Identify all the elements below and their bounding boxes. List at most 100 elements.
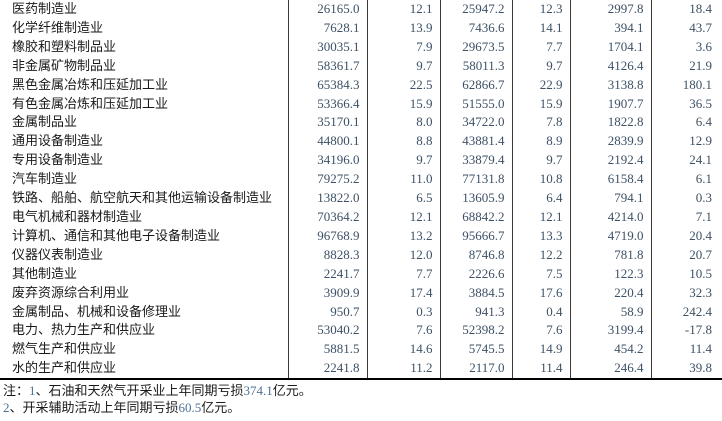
value-cell: 1907.7 — [570, 94, 652, 114]
industry-name-cell: 铁路、船舶、航空航天和其他运输设备制造业 — [0, 189, 289, 208]
value-cell: 8.0 — [367, 113, 441, 133]
note-text: 注： — [3, 383, 30, 399]
industry-name-cell: 金属制品、机械和设备修理业 — [0, 302, 289, 322]
value-cell: 6158.4 — [570, 170, 652, 190]
value-cell: 7.9 — [367, 37, 441, 57]
value-cell: 3909.9 — [288, 283, 368, 303]
value-cell: 10.5 — [689, 265, 712, 281]
value-cell: 17.4 — [367, 283, 441, 303]
industry-name-cell: 计算机、通信和其他电子设备制造业 — [0, 226, 289, 246]
value-cell: 0.3 — [367, 302, 441, 322]
table-row: 废弃资源综合利用业 3909.9 17.4 3884.5 17.6 220.4 32.3 — [0, 283, 722, 303]
value-cell: 68842.2 — [440, 207, 513, 227]
table-row: 通用设备制造业 44800.1 8.8 43881.4 8.9 2839.9 12.9 — [0, 132, 722, 152]
table-row: 专用设备制造业 34196.0 9.7 33879.4 9.7 2192.4 24.1 — [0, 151, 722, 171]
industry-name-cell: 通用设备制造业 — [0, 132, 289, 152]
value-cell: 5881.5 — [288, 340, 368, 360]
value-cell: 77131.8 — [440, 170, 513, 190]
industry-name-cell: 电气机械和器材制造业 — [0, 207, 289, 227]
value-cell: 2997.8 — [570, 0, 652, 19]
table-row: 仪器仪表制造业 8828.3 12.0 8746.8 12.2 781.8 20.7 — [0, 245, 722, 265]
value-cell: 52398.2 — [440, 321, 513, 341]
value-cell: 95666.7 — [440, 226, 513, 246]
industry-name-cell: 非金属矿物制品业 — [0, 56, 289, 76]
table-row: 化学纤维制造业 7628.1 13.9 7436.6 14.1 394.1 43.7 — [0, 18, 722, 38]
value-cell: 14.9 — [512, 340, 571, 360]
value-cell: 794.1 — [570, 189, 652, 208]
value-cell: 12.1 — [367, 0, 441, 19]
value-cell: 8828.3 — [288, 245, 368, 265]
value-cell: 17.6 — [512, 283, 571, 303]
value-cell: 3.6 — [695, 38, 712, 54]
value-cell: 394.1 — [570, 18, 652, 38]
value-cell: 9.7 — [367, 151, 441, 171]
value-cell: 25947.2 — [440, 0, 513, 19]
value-cell: 11.0 — [367, 170, 441, 190]
value-cell: 242.4 — [682, 303, 712, 319]
industry-name-cell: 汽车制造业 — [0, 170, 289, 190]
note-text: 、开采辅助活动上年同期亏损 — [9, 400, 179, 416]
industry-name-cell: 金属制品业 — [0, 113, 289, 133]
table-row: 电力、热力生产和供应业 53040.2 7.6 52398.2 7.6 3199.4 -17… — [0, 321, 722, 341]
value-cell: 58361.7 — [288, 56, 368, 76]
value-cell: 20.7 — [689, 246, 712, 262]
value-cell: 34722.0 — [440, 113, 513, 133]
note-line: 2、开采辅助活动上年同期亏损60.5亿元。 — [3, 399, 722, 416]
industry-name-cell: 其他制造业 — [0, 264, 289, 284]
value-cell: 11.2 — [367, 359, 441, 380]
value-cell: 1704.1 — [570, 37, 652, 57]
value-cell: 220.4 — [570, 283, 652, 303]
note-number: 2 — [3, 400, 10, 416]
value-cell: 12.0 — [367, 245, 441, 265]
table-row: 非金属矿物制品业 58361.7 9.7 58011.3 9.7 4126.4 21.9 — [0, 56, 722, 76]
value-cell: 7.1 — [695, 208, 712, 224]
value-cell: 79275.2 — [288, 170, 368, 190]
value-cell: 53366.4 — [288, 94, 368, 114]
note-number: 1 — [29, 383, 36, 399]
value-cell: 2226.6 — [440, 264, 513, 284]
value-cell: 44800.1 — [288, 132, 368, 152]
industry-table: 医药制造业 26165.0 12.1 25947.2 12.3 2997.8 18.4 化学纤… — [0, 0, 722, 381]
value-cell: 7.8 — [512, 113, 571, 133]
value-cell: 53040.2 — [288, 321, 368, 341]
value-cell: 13605.9 — [440, 189, 513, 208]
value-cell: 2192.4 — [570, 151, 652, 171]
value-cell: 6.4 — [695, 114, 712, 130]
value-cell: 781.8 — [570, 245, 652, 265]
value-cell: 122.3 — [570, 264, 652, 284]
value-cell: 12.2 — [512, 245, 571, 265]
value-cell: 12.1 — [512, 207, 571, 227]
value-cell: 4126.4 — [570, 56, 652, 76]
value-cell: 32.3 — [689, 284, 712, 300]
value-cell: 65384.3 — [288, 75, 368, 95]
industry-name-cell: 仪器仪表制造业 — [0, 245, 289, 265]
table-row: 计算机、通信和其他电子设备制造业 96768.9 13.2 95666.7 13.3 47… — [0, 226, 722, 246]
industry-name-cell: 有色金属冶炼和压延加工业 — [0, 94, 289, 114]
value-cell: 13.2 — [367, 226, 441, 246]
value-cell: 51555.0 — [440, 94, 513, 114]
value-cell: 3884.5 — [440, 283, 513, 303]
table-row: 电气机械和器材制造业 70364.2 12.1 68842.2 12.1 4214.0 7.… — [0, 207, 722, 227]
value-cell: 58011.3 — [440, 56, 513, 76]
value-cell: 7.5 — [512, 264, 571, 284]
value-cell: 33879.4 — [440, 151, 513, 171]
value-cell: 21.9 — [689, 57, 712, 73]
value-cell: 7628.1 — [288, 18, 368, 38]
value-cell: 2117.0 — [440, 359, 513, 380]
table-row: 汽车制造业 79275.2 11.0 77131.8 10.8 6158.4 6.1 — [0, 170, 722, 190]
note-number: 60.5 — [178, 400, 202, 416]
value-cell: 11.4 — [512, 359, 571, 380]
value-cell: 9.7 — [512, 56, 571, 76]
value-cell: 11.4 — [689, 341, 712, 357]
value-cell: 2241.7 — [288, 264, 368, 284]
value-cell: 13822.0 — [288, 189, 368, 208]
value-cell: 9.7 — [367, 56, 441, 76]
value-cell: 12.3 — [512, 0, 571, 19]
value-cell: 22.5 — [367, 75, 441, 95]
value-cell: 7.6 — [367, 321, 441, 341]
table-row: 金属制品业 35170.1 8.0 34722.0 7.8 1822.8 6.4 — [0, 113, 722, 133]
value-cell: 7436.6 — [440, 18, 513, 38]
value-cell: 22.9 — [512, 75, 571, 95]
value-cell: 36.5 — [689, 95, 712, 111]
